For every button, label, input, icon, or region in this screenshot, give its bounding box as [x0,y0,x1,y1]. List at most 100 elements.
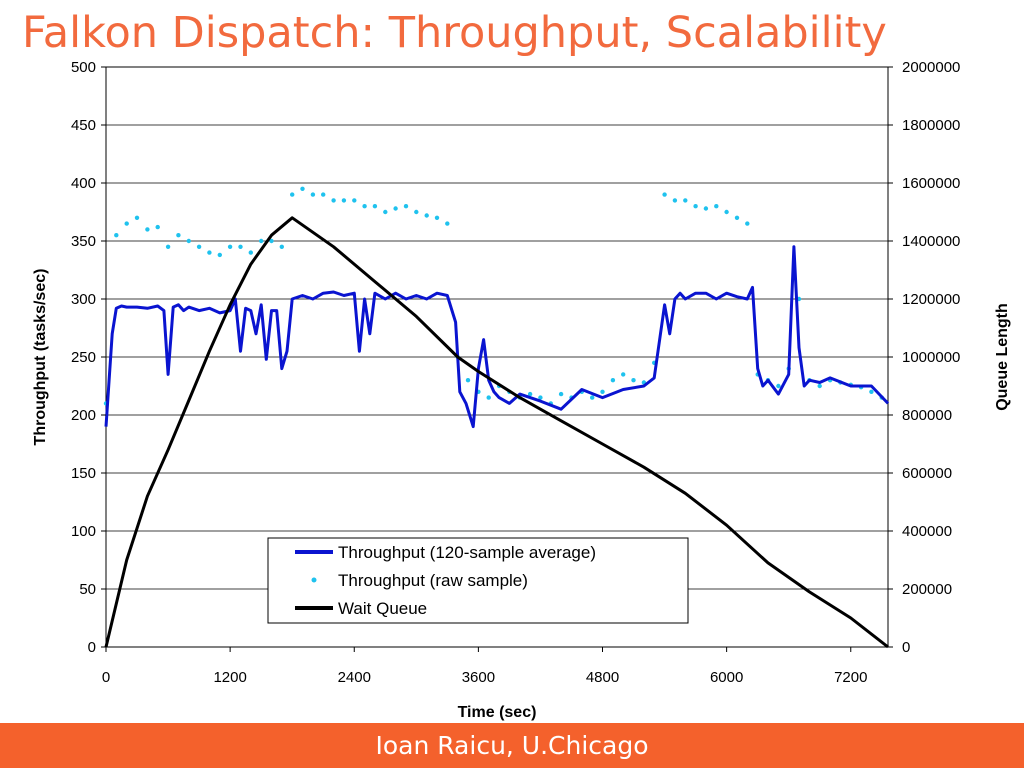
raw-sample-point [196,244,202,249]
raw-sample-point [269,238,274,244]
raw-sample-point [331,198,336,203]
wait-queue-layer [104,216,889,649]
raw-sample-point [300,186,305,191]
raw-sample-point [558,391,564,397]
raw-sample-point [445,221,450,226]
throughput-chart: 0 50 100 150 200 250 300 350 400 450 500 0 200000 400… [32,59,1011,721]
raw-sample-point [817,383,822,389]
footer-author: Ioan Raicu, U.Chicago [375,731,649,760]
x-tick-label: 2400 [338,669,371,686]
raw-sample-point [703,206,709,211]
legend-label-raw: Throughput (raw sample) [338,571,528,590]
raw-sample-point [207,250,212,255]
raw-sample-point [134,215,140,220]
slide-title: Falkon Dispatch: Throughput, Scalability [22,8,887,58]
raw-sample-point [176,233,181,238]
raw-sample-point [310,192,316,197]
legend: Throughput (120-sample average) Throughp… [267,537,689,624]
raw-sample-point [114,233,119,238]
x-axis-title: Time (sec) [458,704,537,721]
raw-sample-point [527,391,533,397]
raw-sample-point [362,204,367,209]
y-tick-label: 250 [71,349,96,366]
y2-tick-label: 1800000 [902,117,960,134]
raw-sample-point [186,238,191,244]
raw-sample-point [227,244,233,249]
wait-queue-line [104,216,889,649]
y2-tick-label: 600000 [902,465,952,482]
raw-sample-point [538,395,543,400]
raw-sample-point [683,198,688,203]
raw-sample-point [434,215,440,220]
average-throughput-line [104,245,890,429]
raw-sample-point [341,198,347,203]
raw-sample-point [279,244,284,249]
raw-sample-point [414,209,419,215]
raw-sample-point [693,204,698,209]
raw-sample-point [217,252,222,258]
y2-tick-label: 1000000 [902,349,960,366]
raw-sample-point [734,215,740,220]
y2-tick-label: 1400000 [902,233,960,250]
y2-tick-label: 2000000 [902,59,960,76]
x-tick-label: 0 [102,669,110,686]
raw-sample-point [124,221,129,226]
raw-sample-point [165,244,171,249]
raw-sample-point [352,198,357,203]
raw-sample-point [662,192,667,197]
raw-sample-point [290,192,295,197]
y2-tick-label: 800000 [902,407,952,424]
raw-sample-point [372,204,378,209]
raw-sample-point [724,209,729,215]
y-tick-label: 50 [79,581,96,598]
y-tick-label: 350 [71,233,96,250]
y2-tick-label: 400000 [902,523,952,540]
raw-sample-point [403,204,409,209]
y2-tick-label: 0 [902,639,910,656]
legend-label-queue: Wait Queue [338,599,427,618]
raw-sample-point [238,244,243,249]
x-tick-label: 3600 [462,669,495,686]
x-tick-label: 4800 [586,669,619,686]
footer-bar: Ioan Raicu, U.Chicago [0,723,1024,768]
raw-sample-point [145,227,150,232]
raw-sample-point [714,204,719,209]
raw-sample-point [600,389,605,394]
raw-sample-point [393,206,398,211]
raw-sample-point [248,250,253,255]
y-tick-label: 200 [71,407,96,424]
raw-sample-point [465,378,471,383]
raw-sample-point [745,221,750,226]
axes: 0 50 100 150 200 250 300 350 400 450 500 0 200000 400… [71,59,960,686]
x-tick-label: 6000 [710,669,743,686]
legend-label-average: Throughput (120-sample average) [338,543,596,562]
x-tick-label: 7200 [834,669,867,686]
raw-sample-point [621,372,626,377]
raw-sample-point [486,395,491,400]
raw-sample-point [424,213,429,218]
y-axis-title: Throughput (tasks/sec) [32,269,49,446]
legend-box [267,537,689,624]
y2-axis-title: Queue Length [994,303,1011,411]
y2-tick-label: 200000 [902,581,952,598]
y-tick-label: 450 [71,117,96,134]
y-tick-label: 300 [71,291,96,308]
y-tick-label: 100 [71,523,96,540]
x-tick-label: 1200 [213,669,246,686]
y-tick-label: 400 [71,175,96,192]
raw-sample-point [383,209,388,215]
raw-sample-point [259,238,264,244]
raw-sample-point [776,383,781,389]
raw-sample-point [155,224,160,230]
raw-sample-point [869,389,874,394]
raw-sample-point [631,378,636,383]
y-tick-label: 150 [71,465,96,482]
raw-sample-point [321,192,326,197]
y-tick-label: 500 [71,59,96,76]
average-line-layer [104,245,890,429]
raw-sample-point [672,198,678,203]
raw-sample-point [610,378,616,383]
raw-sample-point [590,395,595,400]
y2-tick-label: 1200000 [902,291,960,308]
y-tick-label: 0 [88,639,96,656]
